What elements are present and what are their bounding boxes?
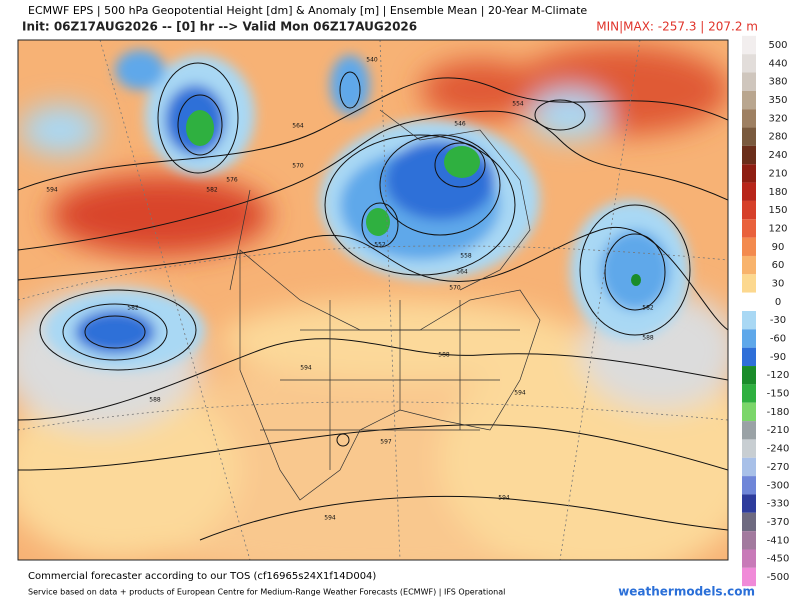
contour-label: 558 [460,253,472,260]
site-link[interactable]: weathermodels.com [618,585,755,599]
colorbar-label: -210 [767,425,790,436]
colorbar-swatch [742,35,756,55]
colorbar-swatch [742,274,756,293]
colorbar-label: 90 [772,242,785,253]
colorbar-label: 280 [768,132,787,143]
colorbar-swatch [742,457,756,477]
colorbar-label: -150 [767,389,790,400]
colorbar-label: 240 [768,150,787,161]
colorbar-label: -330 [767,499,790,510]
colorbar-label: -370 [767,517,790,528]
contour-label: 594 [46,187,58,194]
colorbar-swatch [742,200,756,220]
colorbar-label: -500 [767,572,790,583]
contour-label: 588 [642,335,654,342]
colorbar-label: 350 [768,95,787,106]
colorbar-label: -270 [767,462,790,473]
contour-label: 540 [366,57,378,64]
colorbar-label: 0 [775,297,781,308]
contour-label: 582 [642,305,654,312]
colorbar-swatch [742,54,756,73]
contour-label: 597 [380,439,392,446]
colorbar-swatch [742,109,756,128]
colorbar-label: -450 [767,554,790,565]
contour-label: 582 [127,305,139,312]
colorbar-swatch [742,145,756,165]
map [18,40,728,560]
contour-label: 570 [449,285,461,292]
contour-label: 594 [300,365,312,372]
colorbar-swatch [742,219,756,238]
contour-label: 588 [149,397,161,404]
colorbar-swatch [742,476,756,495]
contour-label: 546 [454,121,466,128]
colorbar-swatch [742,421,756,440]
colorbar-swatch [742,347,756,367]
contour-label: 564 [292,123,304,130]
colorbar-swatch [742,311,756,330]
colorbar-label: 60 [772,260,785,271]
colorbar-label: -180 [767,407,790,418]
contour-label: 554 [512,101,524,108]
colorbar-swatch [742,531,756,550]
colorbar-label: 500 [768,40,787,51]
colorbar-swatch [742,402,756,422]
title: ECMWF EPS | 500 hPa Geopotential Height … [28,4,587,17]
colorbar-swatch [742,512,756,532]
colorbar-label: -240 [767,444,790,455]
colorbar-swatch [742,329,756,348]
colorbar-label: 380 [768,77,787,88]
contour-label: 588 [438,352,450,359]
colorbar-label: 30 [772,278,785,289]
map-frame [17,39,729,561]
contour-label: 594 [498,495,510,502]
colorbar-label: -90 [770,352,786,363]
colorbar-swatch [742,182,756,201]
contour-label: 570 [292,163,304,170]
contour-label: 594 [514,390,526,397]
contour-label: 576 [226,177,238,184]
colorbar-label: -30 [770,315,786,326]
colorbar-swatch [742,127,756,146]
colorbar-swatch [742,237,756,256]
colorbar-label: 320 [768,113,787,124]
colorbar-swatch [742,366,756,385]
colorbar-label: 150 [768,205,787,216]
colorbar-label: 210 [768,168,787,179]
colorbar-swatch [742,549,756,568]
min-max: MIN|MAX: -257.3 | 207.2 m [596,20,758,34]
colorbar-label: 180 [768,187,787,198]
contour-label: 582 [206,187,218,194]
colorbar-label: -300 [767,480,790,491]
colorbar-label: 120 [768,223,787,234]
subtitle: Init: 06Z17AUG2026 -- [0] hr --> Valid M… [22,20,417,34]
colorbar-swatch [742,384,756,403]
contour-label: 564 [456,269,468,276]
colorbar-swatch [742,494,756,513]
colorbar-swatch [742,567,756,587]
colorbar-label: 440 [768,58,787,69]
colorbar-label: -60 [770,334,786,345]
colorbar-swatch [742,90,756,110]
tos-note: Commercial forecaster according to our T… [28,571,376,582]
colorbar-swatch [742,164,756,183]
colorbar-swatch [742,255,756,275]
colorbar-swatch [742,439,756,458]
colorbar-label: -120 [767,370,790,381]
colorbar-swatch [742,292,756,311]
contour-label: 552 [374,242,386,249]
credit: Service based on data + products of Euro… [28,588,505,597]
colorbar-swatch [742,72,756,91]
contour-label: 594 [324,515,336,522]
colorbar-label: -410 [767,535,790,546]
